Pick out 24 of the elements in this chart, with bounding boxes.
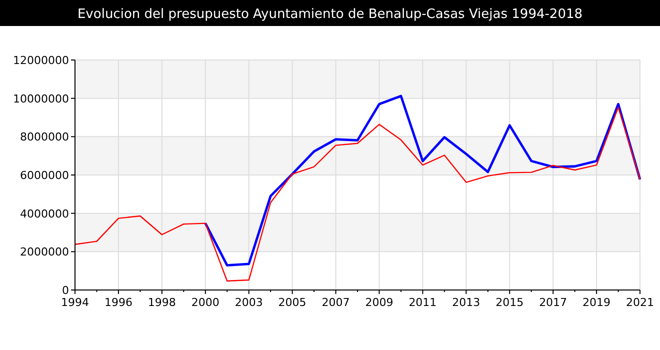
x-tick-label: 2007: [322, 296, 350, 309]
y-tick-label: 12000000: [13, 54, 69, 67]
y-tick-label: 2000000: [20, 246, 69, 259]
x-tick-label: 1994: [61, 296, 89, 309]
y-tick-label: 0: [62, 284, 69, 297]
line-series: [204, 94, 642, 266]
x-tick-label: 2005: [278, 296, 306, 309]
x-tick-label: 2019: [582, 296, 611, 309]
x-tick-label: 2021: [626, 296, 654, 309]
x-tick-label: 2000: [191, 296, 220, 309]
x-tick-label: 1998: [148, 296, 176, 309]
x-tick-label: 2009: [365, 296, 394, 309]
x-tick-label: 2017: [539, 296, 568, 309]
x-tick-label: 2011: [408, 296, 437, 309]
x-tick-label: 2013: [452, 296, 480, 309]
chart-title: Evolucion del presupuesto Ayuntamiento de Benalup-Casas Viejas 1994-2018: [77, 7, 583, 22]
y-tick-label: 8000000: [20, 130, 69, 144]
x-tick-label: 1996: [104, 296, 132, 309]
x-tick-label: 2015: [496, 296, 524, 309]
line-series: [74, 106, 641, 282]
y-tick-label: 6000000: [20, 169, 69, 182]
y-tick-label: 10000000: [13, 92, 69, 106]
y-tick-label: 4000000: [20, 207, 69, 220]
x-tick-label: 2003: [234, 296, 263, 309]
